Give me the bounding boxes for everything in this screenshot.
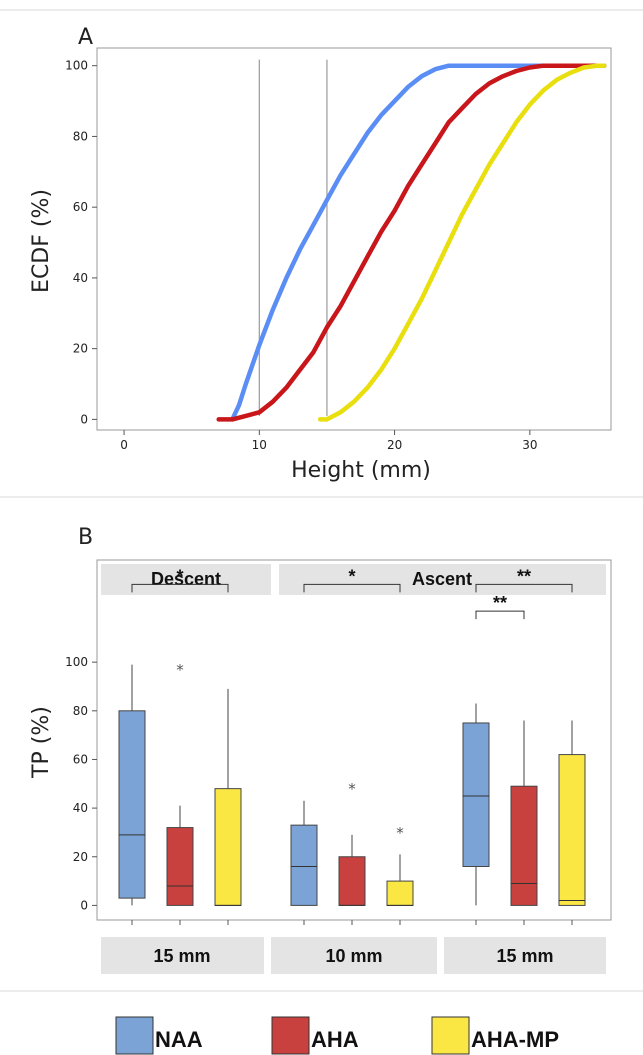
legend-swatch-aha-mp: [431, 1016, 470, 1055]
y-tick-label-40: 40: [73, 271, 88, 285]
panel-b-boxplot: B Descent Ascent *** * * **** 020406080100…: [29, 525, 612, 974]
panel-a-frame: [96, 47, 612, 431]
significance-bracket-facet-2-0: [303, 583, 401, 593]
box-facet-1-naa: [118, 664, 146, 906]
y-tick-label-100: 100: [65, 59, 88, 73]
legend-label-aha-mp: AHA-MP: [471, 1027, 559, 1052]
y-tick-label-b-0: 0: [80, 898, 88, 912]
box-body-facet-2-naa: [290, 824, 318, 906]
y-tick-label-0: 0: [80, 412, 88, 426]
y-axis-ticks-b: 0 20 40 60 80 100: [65, 655, 97, 912]
box-facet-3-naa: [462, 703, 490, 906]
y-tick-label-b-40: 40: [73, 801, 88, 815]
panel-a-letter: A: [78, 25, 93, 50]
legend-item-naa: NAA: [115, 1016, 203, 1055]
box-body-facet-1-aha: [166, 827, 194, 906]
panel-b-frame: [96, 559, 612, 921]
box-facet-2-aha: *: [338, 780, 366, 906]
panel-a-ecdf: A 0 10 20 30 0 20 40 60 80 100 Height (mm) ECDF …: [29, 25, 612, 483]
box-body-facet-1-aha-mp: [214, 788, 242, 906]
box-facet-1-aha: *: [166, 661, 194, 906]
strip-bottom-1: [101, 937, 264, 974]
strip-descent-label: Descent: [151, 569, 221, 589]
x-axis-title: Height (mm): [291, 458, 431, 483]
box-body-facet-2-aha: [338, 856, 366, 906]
ecdf-line-naa: [230, 63, 607, 422]
significance-label-facet-2-0: *: [348, 566, 355, 586]
strip-descent: [101, 564, 271, 595]
ecdf-line-aha: [216, 63, 607, 422]
y-tick-label-80: 80: [73, 129, 88, 143]
x-tick-label-20: 20: [387, 438, 402, 452]
outlier-marker-facet-2-aha-0: *: [348, 780, 356, 798]
y-axis-title-b: TP (%): [29, 706, 54, 779]
legend-label-aha: AHA: [311, 1027, 359, 1052]
ecdf-line-aha-mp: [317, 63, 607, 422]
legend-label-naa: NAA: [155, 1027, 203, 1052]
significance-bracket-facet-3-0: [475, 583, 573, 593]
box-body-facet-2-aha-mp: [386, 880, 414, 906]
box-facet-3-aha: [510, 720, 538, 906]
significance-label-facet-3-1: **: [493, 593, 507, 613]
x-tick-label-30: 30: [522, 438, 537, 452]
y-tick-label-b-100: 100: [65, 655, 88, 669]
y-axis-title: ECDF (%): [29, 189, 54, 293]
legend-item-aha: AHA: [271, 1016, 359, 1055]
significance-bracket-facet-1-0: [131, 583, 229, 593]
panel-b-letter: B: [78, 525, 93, 550]
significance-label-facet-1-0: *: [176, 566, 183, 586]
outlier-marker-facet-2-aha-mp-0: *: [396, 824, 404, 842]
x-axis-ticks: 0 10 20 30: [120, 430, 537, 452]
box-body-facet-3-aha-mp: [558, 754, 586, 906]
box-body-facet-3-naa: [462, 722, 490, 867]
legend-swatch-aha: [271, 1016, 310, 1055]
box-facet-3-aha-mp: [558, 720, 586, 906]
x-axis-ticks-b: [131, 920, 573, 925]
y-tick-label-b-60: 60: [73, 752, 88, 766]
box-facet-1-aha-mp: [214, 688, 242, 906]
box-body-facet-1-naa: [118, 710, 146, 899]
box-facet-2-naa: [290, 800, 318, 906]
strip-bottom-3: [444, 937, 606, 974]
y-tick-label-b-20: 20: [73, 850, 88, 864]
ecdf-series: [216, 63, 607, 422]
x-tick-label-10: 10: [252, 438, 267, 452]
reference-lines: [258, 59, 328, 416]
y-tick-label-60: 60: [73, 200, 88, 214]
strip-bottom-3-label: 15 mm: [496, 946, 553, 966]
boxplot-boxes: * * *: [118, 661, 586, 906]
significance-label-facet-3-0: **: [517, 566, 531, 586]
outlier-marker-facet-1-aha-0: *: [176, 661, 184, 679]
legend: NAA AHA AHA-MP: [115, 1016, 559, 1055]
x-tick-label-0: 0: [120, 438, 128, 452]
legend-swatch-naa: [115, 1016, 154, 1055]
strip-ascent: [279, 564, 606, 595]
strip-bottom-1-label: 15 mm: [153, 946, 210, 966]
y-tick-label-b-80: 80: [73, 704, 88, 718]
strip-bottom-2: [271, 937, 437, 974]
y-axis-ticks: 0 20 40 60 80 100: [65, 59, 97, 426]
significance-bracket-facet-3-1: [475, 610, 525, 620]
legend-item-aha-mp: AHA-MP: [431, 1016, 559, 1055]
y-tick-label-20: 20: [73, 342, 88, 356]
box-body-facet-3-aha: [510, 785, 538, 906]
strip-bottom-2-label: 10 mm: [325, 946, 382, 966]
strip-ascent-label: Ascent: [412, 569, 472, 589]
box-facet-2-aha-mp: *: [386, 824, 414, 906]
significance-brackets: * * ****: [131, 566, 573, 620]
